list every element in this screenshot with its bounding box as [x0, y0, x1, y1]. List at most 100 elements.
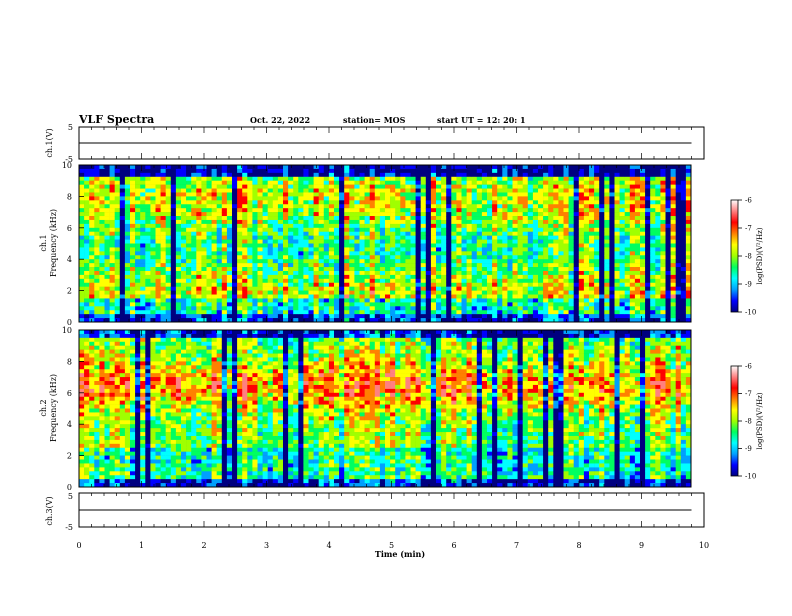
- spectrogram-cell: [477, 314, 482, 318]
- spectrogram-cell: [161, 236, 166, 240]
- spectrogram-cell: [558, 177, 563, 181]
- spectrogram-cell: [125, 287, 130, 291]
- spectrogram-cell: [171, 181, 176, 185]
- colorbar-tick-label: -8: [745, 253, 752, 261]
- spectrogram-cell: [130, 259, 135, 263]
- spectrogram-cell: [390, 200, 395, 204]
- spectrogram-cell: [538, 255, 543, 259]
- spectrogram-cell: [135, 169, 140, 173]
- spectrogram-cell: [421, 279, 426, 283]
- spectrogram-cell: [676, 283, 681, 287]
- spectrogram-cell: [523, 291, 528, 295]
- spectrogram-cell: [507, 165, 512, 169]
- spectrogram-cell: [599, 189, 604, 193]
- spectrogram-cell: [166, 240, 171, 244]
- spectrogram-cell: [84, 314, 89, 318]
- spectrogram-cell: [558, 295, 563, 299]
- spectrogram-cell: [105, 196, 110, 200]
- spectrogram-cell: [416, 275, 421, 279]
- spectrogram-cell: [283, 275, 288, 279]
- spectrogram-cell: [676, 259, 681, 263]
- spectrogram-cell: [186, 165, 191, 169]
- spectrogram-cell: [681, 185, 686, 189]
- spectrogram-cell: [599, 291, 604, 295]
- spectrogram-cell: [181, 255, 186, 259]
- spectrogram-cell: [247, 220, 252, 224]
- spectrogram-cell: [548, 224, 553, 228]
- spectrogram-cell: [528, 291, 533, 295]
- spectrogram-cell: [594, 165, 599, 169]
- spectrogram-cell: [145, 200, 150, 204]
- spectrogram-cell: [171, 279, 176, 283]
- spectrogram-cell: [645, 310, 650, 314]
- spectrogram-cell: [421, 291, 426, 295]
- spectrogram-cell: [650, 302, 655, 306]
- spectrogram-cell: [171, 196, 176, 200]
- spectrogram-cell: [181, 295, 186, 299]
- spectrogram-cell: [400, 255, 405, 259]
- spectrogram-cell: [303, 196, 308, 200]
- spectrogram-cell: [268, 200, 273, 204]
- spectrogram-cell: [232, 306, 237, 310]
- spectrogram-cell: [569, 310, 574, 314]
- spectrogram-cell: [181, 200, 186, 204]
- spectrogram-cell: [375, 232, 380, 236]
- spectrogram-cell: [120, 165, 125, 169]
- spectrogram-cell: [105, 200, 110, 204]
- spectrogram-cell: [431, 192, 436, 196]
- spectrogram-cell: [467, 224, 472, 228]
- spectrogram-cell: [620, 255, 625, 259]
- spectrogram-cell: [125, 279, 130, 283]
- spectrogram-cell: [79, 361, 84, 365]
- spectrogram-cell: [604, 169, 609, 173]
- spectrogram-cell: [268, 236, 273, 240]
- spectrogram-cell: [533, 295, 538, 299]
- spectrogram-cell: [671, 216, 676, 220]
- spectrogram-cell: [94, 456, 99, 460]
- spectrogram-cell: [569, 275, 574, 279]
- spectrogram-cell: [620, 306, 625, 310]
- spectrogram-cell: [156, 279, 161, 283]
- spectrogram-cell: [584, 263, 589, 267]
- spectrogram-cell: [645, 263, 650, 267]
- spectrogram-cell: [309, 283, 314, 287]
- spectrogram-cell: [354, 232, 359, 236]
- spectrogram-cell: [79, 259, 84, 263]
- spectrogram-cell: [615, 236, 620, 240]
- spectrogram-cell: [594, 295, 599, 299]
- spectrogram-cell: [156, 240, 161, 244]
- spectrogram-cell: [176, 212, 181, 216]
- spectrogram-cell: [467, 169, 472, 173]
- spectrogram-cell: [334, 302, 339, 306]
- spectrogram-cell: [191, 240, 196, 244]
- spectrogram-cell: [309, 314, 314, 318]
- spectrogram-cell: [181, 244, 186, 248]
- spectrogram-cell: [140, 279, 145, 283]
- spectrogram-cell: [502, 204, 507, 208]
- spectrogram-cell: [553, 251, 558, 255]
- spectrogram-cell: [314, 306, 319, 310]
- spectrogram-cell: [630, 298, 635, 302]
- spectrogram-cell: [472, 306, 477, 310]
- spectrogram-cell: [467, 212, 472, 216]
- spectrogram-cell: [523, 220, 528, 224]
- spectrogram-cell: [344, 306, 349, 310]
- spectrogram-cell: [650, 275, 655, 279]
- spectrogram-cell: [89, 444, 94, 448]
- spectrogram-cell: [166, 212, 171, 216]
- spectrogram-cell: [599, 232, 604, 236]
- spectrogram-cell: [462, 291, 467, 295]
- spectrogram-cell: [681, 232, 686, 236]
- spectrogram-cell: [288, 192, 293, 196]
- spectrogram-cell: [660, 232, 665, 236]
- spectrogram-cell: [477, 279, 482, 283]
- spectrogram-cell: [492, 169, 497, 173]
- spectrogram-cell: [421, 173, 426, 177]
- spectrogram-cell: [513, 173, 518, 177]
- spectrogram-cell: [564, 275, 569, 279]
- spectrogram-cell: [431, 212, 436, 216]
- spectrogram-cell: [247, 298, 252, 302]
- spectrogram-cell: [477, 169, 482, 173]
- spectrogram-cell: [186, 306, 191, 310]
- spectrogram-cell: [655, 314, 660, 318]
